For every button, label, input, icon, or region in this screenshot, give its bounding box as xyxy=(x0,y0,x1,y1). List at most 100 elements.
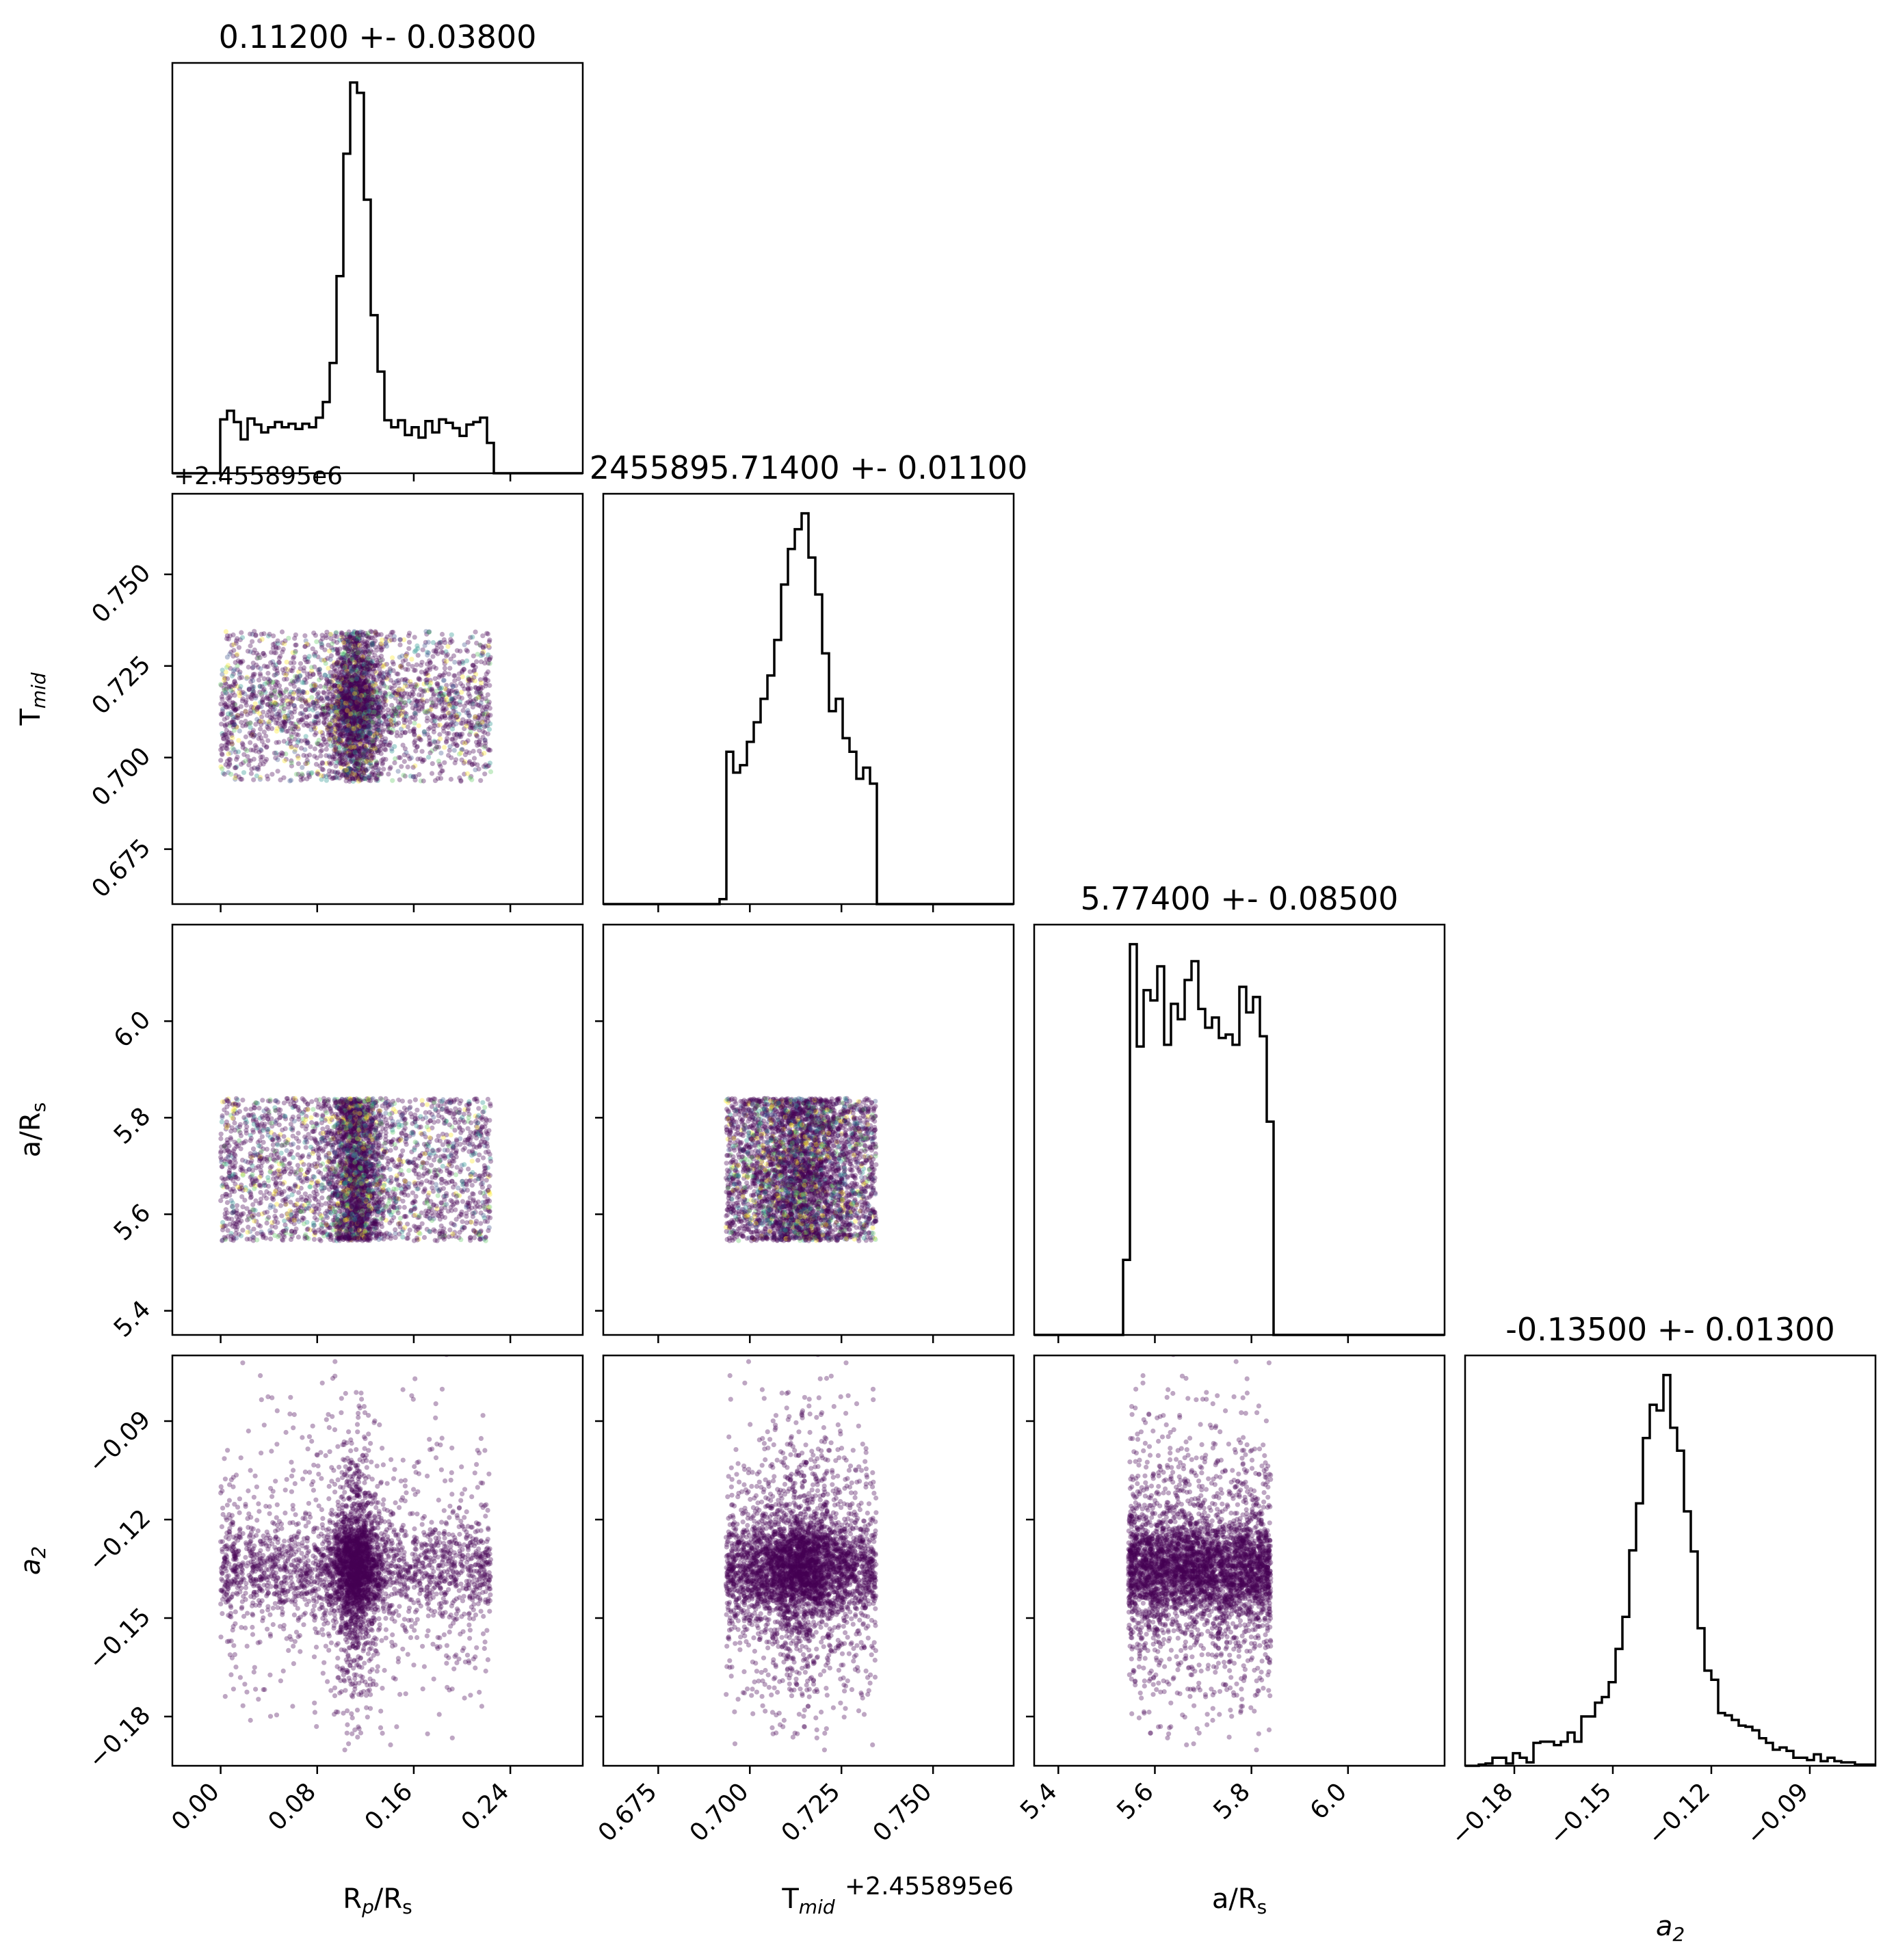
scatter-point xyxy=(350,702,356,708)
scatter-point xyxy=(335,740,341,745)
scatter-point xyxy=(356,688,361,693)
scatter-point xyxy=(353,719,358,725)
scatter-point xyxy=(250,631,255,637)
scatter-point xyxy=(379,670,384,676)
scatter-point xyxy=(439,631,445,637)
scatter-point xyxy=(330,775,336,780)
scatter-point xyxy=(487,706,492,711)
scatter-point xyxy=(343,709,348,715)
scatter-point xyxy=(431,664,436,670)
scatter-point xyxy=(348,637,354,642)
scatter-point xyxy=(335,686,341,691)
scatter-point xyxy=(257,762,263,767)
scatter-point xyxy=(359,705,365,711)
scatter-point xyxy=(364,672,369,677)
scatter-point xyxy=(347,633,353,639)
scatter-point xyxy=(244,674,250,680)
scatter-point xyxy=(354,635,360,641)
scatter-point xyxy=(313,706,318,711)
scatter-point xyxy=(396,687,401,693)
scatter-point xyxy=(243,709,248,715)
scatter-point xyxy=(351,746,357,752)
scatter-point xyxy=(383,641,389,647)
scatter-point xyxy=(423,710,428,715)
scatter-point xyxy=(295,724,300,730)
scatter-point xyxy=(341,645,347,650)
scatter-point xyxy=(439,673,445,679)
scatter-point xyxy=(397,705,402,711)
scatter-point xyxy=(400,659,406,664)
scatter-point xyxy=(354,719,360,724)
scatter-point xyxy=(405,724,410,730)
scatter-point xyxy=(359,735,365,741)
scatter-point xyxy=(358,698,364,704)
scatter-point xyxy=(301,752,306,758)
scatter-point xyxy=(265,670,271,676)
scatter-point xyxy=(425,639,431,645)
scatter-point xyxy=(265,702,271,707)
scatter-point xyxy=(342,712,347,717)
scatter-point xyxy=(250,665,255,671)
scatter-point xyxy=(352,716,358,721)
scatter-point xyxy=(324,774,329,780)
scatter-point xyxy=(445,652,450,657)
scatter-point xyxy=(468,729,473,734)
scatter-point xyxy=(453,741,458,746)
scatter-point xyxy=(414,662,419,667)
scatter-point xyxy=(226,741,231,746)
scatter-point xyxy=(396,712,401,717)
scatter-point xyxy=(291,660,297,665)
scatter-point xyxy=(238,661,243,666)
scatter-point xyxy=(344,706,350,712)
scatter-point xyxy=(228,739,234,745)
scatter-point xyxy=(357,705,363,711)
scatter-point xyxy=(421,689,427,694)
scatter-point xyxy=(350,654,355,660)
scatter-point xyxy=(358,657,364,662)
scatter-point xyxy=(358,773,363,779)
scatter-point xyxy=(367,730,372,736)
scatter-point xyxy=(352,718,358,724)
scatter-point xyxy=(369,642,375,648)
scatter-point xyxy=(301,712,306,717)
scatter-point xyxy=(465,686,471,691)
scatter-point xyxy=(309,687,315,693)
scatter-point xyxy=(367,691,373,698)
scatter-point xyxy=(347,702,352,708)
scatter-point xyxy=(275,670,280,676)
scatter-point xyxy=(371,700,377,705)
scatter-point xyxy=(356,725,362,730)
scatter-point xyxy=(339,729,345,734)
scatter-point xyxy=(421,729,427,734)
scatter-point xyxy=(354,699,360,704)
scatter-point xyxy=(340,732,345,738)
scatter-point xyxy=(412,682,419,687)
scatter-point xyxy=(350,701,356,706)
scatter-point xyxy=(231,719,237,725)
scatter-point xyxy=(354,700,360,705)
scatter-point xyxy=(295,1163,300,1168)
scatter-point xyxy=(359,641,365,646)
scatter-point xyxy=(318,753,324,758)
scatter-point xyxy=(333,774,339,780)
scatter-point xyxy=(352,742,358,747)
scatter-point xyxy=(356,660,361,665)
scatter-point xyxy=(250,672,256,677)
scatter-point xyxy=(362,710,368,715)
scatter-point xyxy=(425,687,431,693)
scatter-point xyxy=(349,732,354,738)
scatter-point xyxy=(220,696,225,702)
scatter-point xyxy=(343,769,349,774)
scatter-point xyxy=(365,667,371,672)
scatter-point xyxy=(347,726,352,732)
scatter-point xyxy=(321,689,326,695)
scatter-point xyxy=(369,717,374,723)
scatter-point xyxy=(403,652,408,659)
scatter-point xyxy=(257,683,263,689)
scatter-point xyxy=(348,743,354,748)
scatter-point xyxy=(415,652,421,658)
scatter-point xyxy=(295,739,300,745)
scatter-point xyxy=(230,687,235,692)
scatter-point xyxy=(380,743,386,748)
scatter-point xyxy=(288,739,293,744)
